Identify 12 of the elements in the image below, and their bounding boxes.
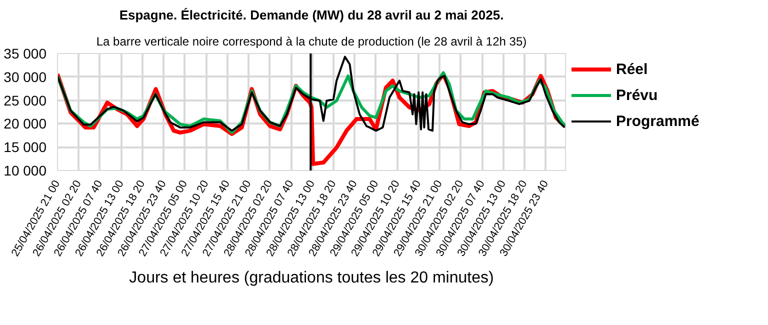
chart-title: Espagne. Électricité. Demande (MW) du 28 avril au 2 mai 2025. (119, 8, 504, 22)
y-tick-label: 25 000 (4, 92, 47, 108)
y-tick-label: 20 000 (4, 116, 47, 132)
chart-subtitle: La barre verticale noire correspond à la chute de production (le 28 avril à 12h 35) (96, 34, 527, 48)
y-tick-label: 35 000 (4, 46, 47, 62)
y-tick-label: 15 000 (4, 139, 47, 156)
legend-label: Programmé (616, 112, 700, 130)
legend-label: Prévu (616, 86, 658, 104)
x-axis-title: Jours et heures (graduations toutes les 20 minutes) (129, 270, 494, 287)
y-tick-label: 30 000 (4, 68, 47, 85)
legend-label: Réel (616, 60, 648, 78)
y-tick-label: 10 000 (4, 162, 47, 178)
